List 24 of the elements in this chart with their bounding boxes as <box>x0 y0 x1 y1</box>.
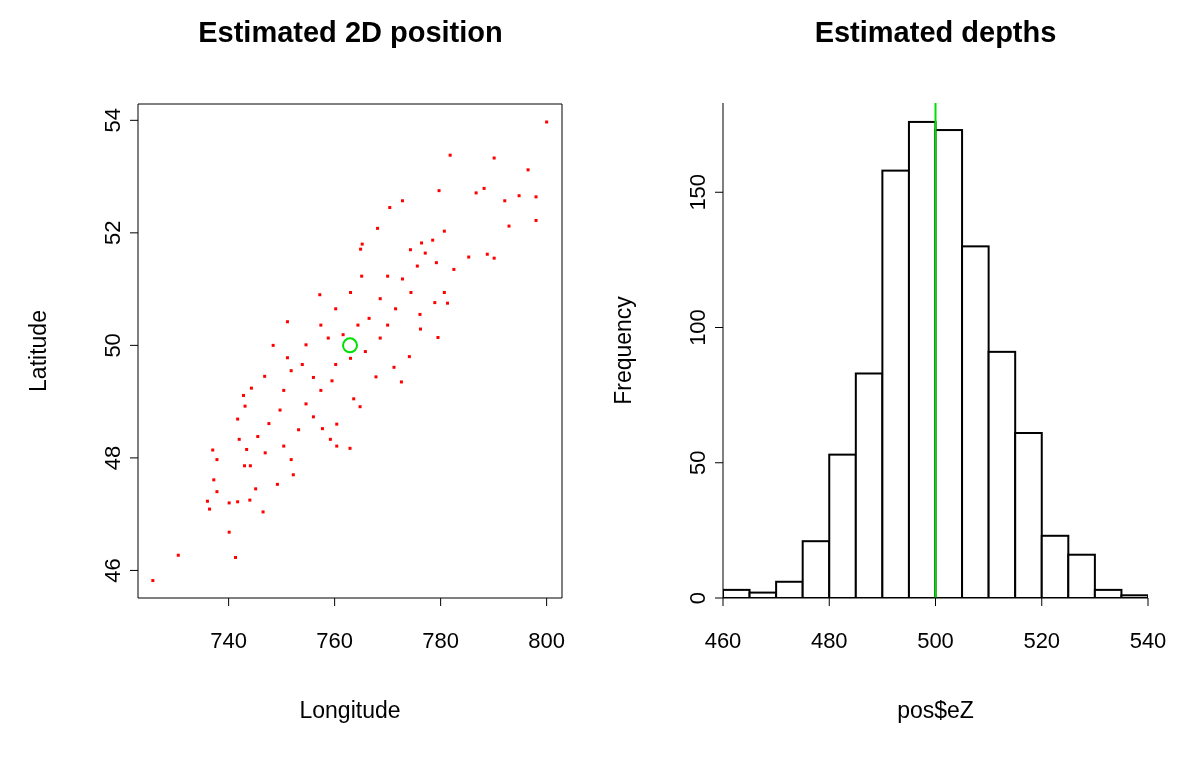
y-tick-label: 150 <box>685 173 710 211</box>
y-axis-title: Frequency <box>610 295 637 405</box>
y-tick-label: 0 <box>685 591 710 605</box>
x-axis-title: pos$eZ <box>897 697 974 723</box>
x-tick-label: 800 <box>528 628 565 653</box>
chart-title: Estimated 2D position <box>197 16 504 49</box>
chart-title: Estimated depths <box>813 16 1058 49</box>
x-tick-label: 780 <box>422 628 459 653</box>
x-tick-label: 460 <box>704 628 742 653</box>
y-tick-label: 100 <box>685 309 710 346</box>
x-tick-label: 480 <box>810 628 848 653</box>
y-tick-label: 54 <box>100 108 125 133</box>
y-tick-label: 52 <box>100 220 125 246</box>
x-tick-label: 500 <box>917 628 954 653</box>
x-tick-label: 540 <box>1129 628 1167 653</box>
y-tick-label: 46 <box>100 558 125 583</box>
x-axis-title: Longitude <box>299 697 401 723</box>
y-tick-label: 50 <box>100 333 125 358</box>
y-tick-label: 48 <box>100 445 125 471</box>
x-tick-label: 740 <box>210 628 247 653</box>
y-axis-title: Latitude <box>25 310 52 392</box>
x-tick-label: 520 <box>1023 628 1061 653</box>
y-tick-label: 50 <box>685 450 710 475</box>
x-tick-label: 760 <box>316 628 353 653</box>
